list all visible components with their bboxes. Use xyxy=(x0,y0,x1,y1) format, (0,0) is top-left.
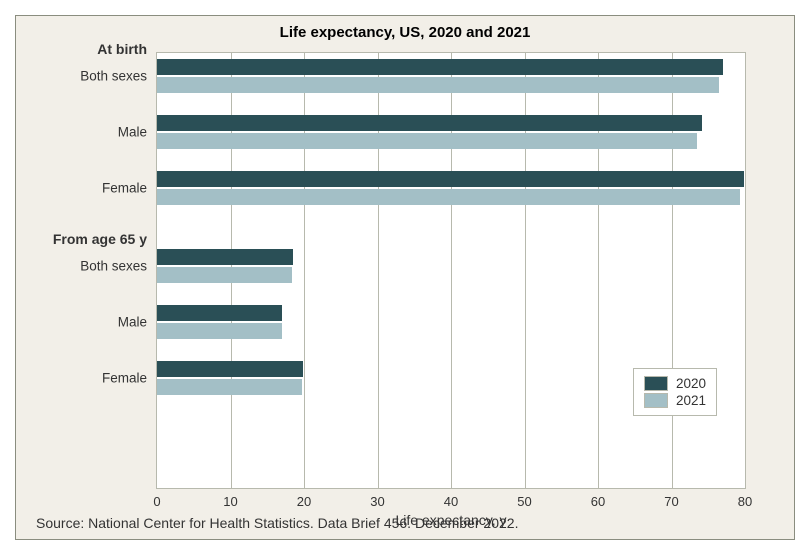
legend-label: 2020 xyxy=(676,376,706,391)
bar xyxy=(157,323,282,339)
bar xyxy=(157,267,292,283)
bar xyxy=(157,249,293,265)
x-tick: 50 xyxy=(517,494,531,509)
x-tick: 40 xyxy=(444,494,458,509)
chart-title: Life expectancy, US, 2020 and 2021 xyxy=(16,24,794,41)
bar xyxy=(157,77,719,93)
section-label: From age 65 y xyxy=(53,231,147,247)
bar xyxy=(157,189,740,205)
plot-area: Life expectancy, y 01020304050607080At b… xyxy=(156,52,746,489)
category-label: Both sexes xyxy=(80,69,147,84)
bar-row xyxy=(157,267,745,283)
bar-row: Male xyxy=(157,115,745,131)
x-tick: 80 xyxy=(738,494,752,509)
bar xyxy=(157,59,723,75)
legend-label: 2021 xyxy=(676,393,706,408)
x-tick: 0 xyxy=(153,494,160,509)
bar-row: Female xyxy=(157,171,745,187)
bar-row: Male xyxy=(157,305,745,321)
x-tick: 10 xyxy=(223,494,237,509)
bar-row: Both sexes xyxy=(157,249,745,265)
category-label: Male xyxy=(118,315,147,330)
x-tick: 30 xyxy=(370,494,384,509)
legend-swatch xyxy=(644,393,668,408)
legend-item: 2021 xyxy=(644,392,706,409)
bar-row: Both sexes xyxy=(157,59,745,75)
x-tick: 60 xyxy=(591,494,605,509)
category-label: Both sexes xyxy=(80,259,147,274)
source-citation: Source: National Center for Health Stati… xyxy=(36,515,518,531)
legend-item: 2020 xyxy=(644,375,706,392)
bar xyxy=(157,361,303,377)
bar-row xyxy=(157,189,745,205)
category-label: Female xyxy=(102,371,147,386)
category-label: Female xyxy=(102,181,147,196)
bar-row xyxy=(157,77,745,93)
bar-row xyxy=(157,323,745,339)
category-label: Male xyxy=(118,125,147,140)
section-label: At birth xyxy=(97,41,147,57)
figure-container: Life expectancy, US, 2020 and 2021 Life … xyxy=(0,0,810,555)
x-tick: 20 xyxy=(297,494,311,509)
bar xyxy=(157,171,744,187)
legend-swatch xyxy=(644,376,668,391)
chart-panel: Life expectancy, US, 2020 and 2021 Life … xyxy=(15,15,795,540)
legend: 2020 2021 xyxy=(633,368,717,416)
bar xyxy=(157,133,697,149)
bar xyxy=(157,305,282,321)
x-tick: 70 xyxy=(664,494,678,509)
bar-row xyxy=(157,133,745,149)
bar xyxy=(157,115,702,131)
bar xyxy=(157,379,302,395)
